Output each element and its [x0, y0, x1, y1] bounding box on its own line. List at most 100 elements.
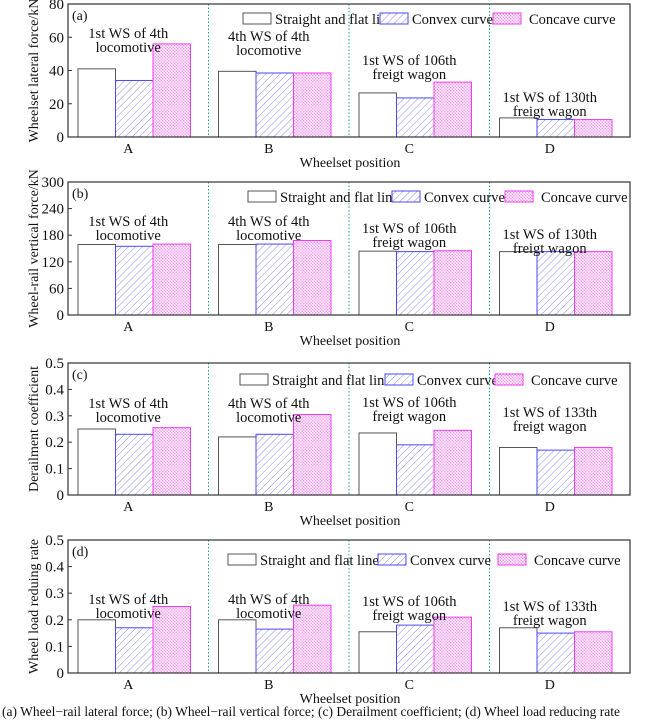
y-tick-label: 0.2: [45, 435, 64, 451]
bar-concave-C: [433, 429, 472, 496]
bar-straight-D: [499, 627, 538, 674]
annotation-B: locomotive: [236, 43, 301, 59]
y-tick-label: 0: [57, 130, 65, 146]
bar-convex-B: [255, 243, 294, 316]
annotation-B: 4th WS of 4th: [228, 592, 310, 608]
legend-swatch-straight: [247, 190, 277, 203]
annotation-D: 1st WS of 133th: [503, 599, 598, 615]
annotation-A: 1st WS of 4th: [88, 214, 169, 230]
bar-concave-D: [574, 251, 613, 316]
plot-frame: [67, 539, 631, 674]
legend-swatch-concave: [492, 12, 522, 25]
bar-straight-A: [77, 68, 116, 138]
chart-panel-b: 0 60 120 180 240 300 A B C D Wheelset position Whee…: [27, 169, 631, 349]
annotation-D: freigt wagon: [513, 613, 587, 629]
bar-concave-A: [152, 243, 191, 316]
y-tick-label: 180: [42, 228, 65, 244]
y-tick-label: 0.1: [45, 639, 64, 655]
y-axis-label: Wheel load reduing rate: [27, 539, 42, 674]
bar-convex-D: [536, 449, 575, 496]
legend-label-straight: Straight and flat line: [272, 373, 391, 389]
legend-label-concave: Concave curve: [529, 12, 616, 28]
bar-straight-B: [218, 244, 257, 316]
annotation-C: 1st WS of 106th: [362, 594, 457, 610]
bar-convex-D: [536, 251, 575, 316]
x-tick-label: C: [405, 678, 414, 693]
y-tick-label: 0.4: [45, 560, 64, 576]
y-tick-label: 240: [42, 202, 65, 218]
x-axis-label: Wheelset position: [300, 334, 401, 349]
y-tick-label: 80: [49, 0, 64, 13]
chart-panel-a: 0 20 40 60 80 A B C D Wheelset position Wheelset l…: [27, 0, 631, 171]
bar-straight-D: [499, 251, 538, 316]
annotation-A: locomotive: [96, 606, 161, 622]
legend-swatch-convex: [391, 190, 421, 203]
legend-label-concave: Concave curve: [531, 373, 618, 389]
y-tick-label: 0.1: [45, 462, 64, 478]
legend-label-straight: Straight and flat line: [280, 190, 399, 206]
bar-concave-D: [574, 631, 613, 674]
bar-concave-B: [293, 72, 332, 138]
bar-straight-A: [77, 244, 116, 316]
y-tick-label: 40: [49, 64, 64, 80]
y-tick-label: 60: [49, 30, 64, 46]
bar-convex-C: [396, 251, 435, 316]
y-tick-label: 0: [57, 666, 65, 682]
y-tick-label: 0.3: [45, 586, 64, 602]
annotation-C: freigt wagon: [372, 67, 446, 83]
y-tick-label: 60: [49, 281, 64, 297]
bar-straight-D: [499, 117, 538, 138]
legend-swatch-convex: [377, 553, 407, 566]
legend-swatch-concave: [504, 190, 534, 203]
bar-convex-C: [396, 97, 435, 138]
annotation-B: locomotive: [236, 228, 301, 244]
x-tick-label: A: [123, 142, 134, 157]
x-axis-label: Wheelset position: [300, 156, 401, 171]
legend-swatch-convex: [379, 12, 409, 25]
annotation-B: 4th WS of 4th: [228, 214, 310, 230]
y-axis-label: Wheelset lateral force/kN: [27, 0, 42, 142]
x-tick-label: B: [264, 142, 273, 157]
bar-convex-A: [115, 627, 154, 674]
bar-straight-C: [358, 432, 397, 496]
plot-frame: [67, 181, 631, 316]
legend-label-convex: Convex curve: [417, 373, 498, 389]
y-tick-label: 0: [57, 308, 65, 324]
x-tick-label: D: [545, 500, 555, 515]
x-tick-label: B: [264, 500, 273, 515]
x-tick-label: D: [545, 142, 555, 157]
legend-label-concave: Concave curve: [541, 190, 628, 206]
legend-label-straight: Straight and flat line: [275, 12, 394, 28]
y-axis-label: Wheel-rail vertical force/kN: [27, 169, 42, 328]
bar-concave-A: [152, 43, 191, 138]
y-tick-label: 120: [42, 255, 65, 271]
legend-label-convex: Convex curve: [412, 12, 493, 28]
y-tick-label: 0.3: [45, 409, 64, 425]
annotation-B: 4th WS of 4th: [228, 396, 310, 412]
annotation-C: 1st WS of 106th: [362, 395, 457, 411]
bar-straight-B: [218, 436, 257, 496]
bar-convex-A: [115, 433, 154, 496]
x-tick-label: C: [405, 142, 414, 157]
bar-straight-A: [77, 428, 116, 496]
bar-concave-C: [433, 250, 472, 316]
bar-concave-B: [293, 240, 332, 316]
chart-panel-c: 0 0.1 0.2 0.3 0.4 0.5 A B C D Wheelset position Der…: [27, 356, 631, 529]
annotation-D: freigt wagon: [513, 419, 587, 435]
y-tick-label: 300: [42, 175, 65, 191]
bar-concave-C: [433, 616, 472, 674]
annotation-D: 1st WS of 130th: [503, 90, 598, 106]
y-tick-label: 0.5: [45, 356, 64, 372]
annotation-B: locomotive: [236, 606, 301, 622]
legend-label-concave: Concave curve: [534, 553, 621, 569]
x-axis-label: Wheelset position: [300, 514, 401, 529]
x-tick-label: D: [545, 320, 555, 335]
annotation-A: 1st WS of 4th: [88, 396, 169, 412]
x-tick-label: D: [545, 678, 555, 693]
y-tick-label: 20: [49, 97, 64, 113]
panel-label: (b): [72, 187, 89, 202]
annotation-A: locomotive: [96, 410, 161, 426]
annotation-B: locomotive: [236, 410, 301, 426]
bar-convex-B: [255, 72, 294, 138]
bar-straight-B: [218, 70, 257, 138]
